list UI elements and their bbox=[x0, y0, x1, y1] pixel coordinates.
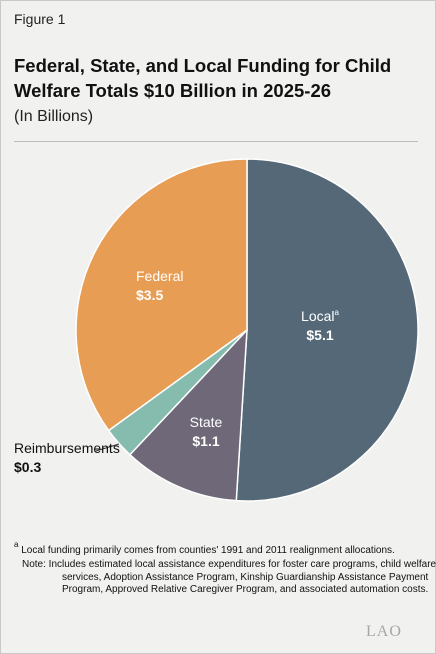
pie-slice-local bbox=[235, 158, 419, 502]
label-local-superscript: a bbox=[334, 308, 339, 317]
label-local-name: Local bbox=[301, 308, 335, 324]
label-state-value: $1.1 bbox=[192, 433, 220, 449]
footnote-marker: a bbox=[14, 540, 19, 549]
label-federal-value: $3.5 bbox=[136, 287, 164, 303]
pie-slice-state bbox=[129, 329, 248, 502]
label-local-value: $5.1 bbox=[306, 327, 334, 343]
chart-title: Federal, State, and Local Funding for Ch… bbox=[14, 55, 392, 101]
chart-subtitle: (In Billions) bbox=[14, 108, 94, 125]
label-reimbursements-value: $0.3 bbox=[14, 459, 42, 475]
lao-logo: LAO bbox=[366, 623, 402, 640]
footnote-text: Local funding primarily comes from count… bbox=[21, 545, 395, 556]
reimbursements-leader-line bbox=[95, 443, 120, 452]
label-local: Locala $5.1 bbox=[296, 303, 344, 345]
title-divider bbox=[14, 141, 418, 142]
figure-label: Figure 1 bbox=[14, 11, 66, 27]
label-reimbursements-name: Reimbursements bbox=[14, 440, 120, 456]
label-state-name: State bbox=[189, 414, 223, 430]
label-state: State $1.1 bbox=[180, 413, 232, 451]
label-reimbursements: Reimbursements $0.3 bbox=[14, 439, 120, 477]
footnote: a Local funding primarily comes from cou… bbox=[14, 539, 424, 558]
label-federal: Federal $3.5 bbox=[136, 267, 196, 305]
label-federal-name: Federal bbox=[136, 268, 184, 284]
chart-note: Note: Includes estimated local assistanc… bbox=[22, 559, 436, 595]
pie-slice-federal bbox=[75, 158, 248, 432]
